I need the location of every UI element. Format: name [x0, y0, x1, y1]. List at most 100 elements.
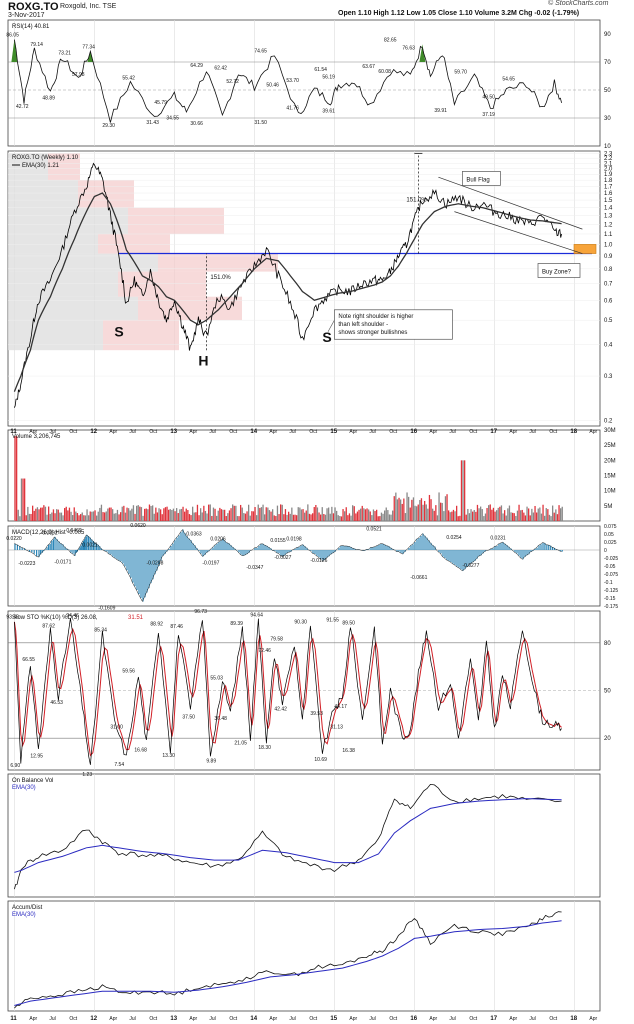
macd-hist-bar: [498, 543, 500, 550]
volume-bar: [339, 516, 341, 521]
rsi-value-label: 29.30: [102, 123, 115, 129]
bottom-axis-year-label: 16: [410, 1016, 417, 1022]
volume-bar: [494, 511, 496, 521]
volume-bar: [476, 504, 479, 521]
sto-value-label: 1.23: [82, 772, 92, 778]
volume-bar: [238, 516, 240, 521]
macd-value-label: 0.0206: [210, 536, 226, 542]
volume-bar: [64, 508, 66, 521]
volume-by-price-bar: [103, 320, 179, 351]
volume-bar: [380, 512, 383, 521]
volume-bar: [465, 514, 467, 521]
volume-bar: [212, 507, 215, 521]
volume-bar: [206, 513, 208, 521]
macd-hist-bar: [58, 541, 60, 550]
price-axis-month-label: Jul: [369, 429, 375, 435]
price-tick-label: 1.3: [604, 214, 613, 220]
volume-bar: [382, 513, 384, 521]
bottom-axis-year-label: 13: [170, 1016, 177, 1022]
volume-bar: [411, 499, 413, 521]
volume-bar: [478, 508, 480, 521]
price-tick-label: 0.5: [604, 318, 613, 324]
volume-bar: [62, 515, 64, 521]
volume-bar: [440, 502, 442, 521]
volume-bar: [419, 499, 421, 521]
price-axis-year-label: 12: [90, 429, 97, 435]
macd-hist-bar: [80, 545, 82, 550]
macd-hist-bar: [492, 548, 494, 550]
macd-hist-bar: [194, 545, 196, 550]
macd-hist-bar: [110, 550, 112, 555]
volume-bar: [289, 513, 291, 521]
volume-bar: [70, 511, 72, 521]
volume-tick-label: 20M: [604, 458, 616, 464]
volume-bar: [398, 497, 400, 521]
bull-flag-box: [462, 171, 501, 186]
macd-hist-bar: [540, 544, 542, 550]
volume-bar: [548, 514, 551, 521]
volume-bar: [412, 497, 415, 521]
macd-hist-bar: [214, 545, 216, 550]
sto-value-label: 44.17: [334, 704, 347, 710]
rsi-value-label: 39.91: [434, 108, 447, 114]
volume-bar: [195, 512, 197, 521]
ad-ema-line: [14, 920, 562, 1006]
sto-value-label: 16.68: [134, 747, 147, 753]
price-axis-month-label: Oct: [149, 429, 157, 435]
macd-hist-bar: [164, 550, 166, 555]
volume-bar: [97, 511, 99, 521]
right-shoulder-label: S: [322, 329, 331, 345]
price-tick-label: 1.1: [604, 232, 613, 238]
macd-title: MACD(12,26,9) Hist -0.005: [12, 530, 85, 536]
sto-tick-label: 50: [604, 689, 611, 695]
bottom-axis-month-label: Apr: [589, 1016, 597, 1022]
macd-hist-bar: [144, 550, 146, 598]
volume-bar: [376, 509, 378, 521]
volume-bar: [329, 513, 331, 521]
macd-hist-bar: [74, 550, 76, 556]
macd-hist-bar: [128, 550, 130, 574]
macd-hist-bar: [116, 550, 118, 560]
volume-bar: [561, 506, 563, 521]
volume-bar: [113, 513, 115, 521]
volume-bar: [393, 496, 395, 521]
macd-hist-bar: [478, 550, 480, 557]
macd-hist-bar: [490, 548, 492, 550]
volume-bar: [459, 515, 461, 521]
volume-bar: [532, 512, 535, 521]
volume-bar: [150, 505, 152, 521]
price-tick-label: 2.1: [604, 161, 613, 167]
sto-value-label: 13.30: [162, 753, 175, 759]
rsi-value-label: 77.34: [82, 45, 95, 51]
bottom-axis-month-label: Apr: [269, 1016, 277, 1022]
volume-bar: [35, 508, 37, 521]
volume-bar: [499, 506, 501, 521]
macd-hist-bar: [286, 550, 288, 554]
volume-bar: [534, 505, 536, 521]
macd-hist-bar: [60, 543, 62, 550]
price-tick-label: 1.8: [604, 178, 613, 184]
volume-bar: [360, 508, 362, 521]
macd-hist-bar: [302, 544, 304, 550]
macd-hist-bar: [218, 542, 220, 550]
volume-bar: [105, 511, 107, 521]
volume-bar: [216, 515, 218, 521]
macd-hist-bar: [78, 549, 80, 550]
macd-hist-bar: [396, 550, 398, 552]
macd-hist-bar: [534, 548, 536, 550]
macd-hist-bar: [548, 544, 550, 550]
volume-bar: [80, 514, 82, 521]
volume-bar: [358, 509, 360, 521]
rsi-value-label: 55.42: [122, 75, 135, 81]
macd-hist-bar: [312, 550, 314, 554]
volume-bar: [417, 504, 419, 521]
volume-bar: [425, 504, 427, 521]
macd-hist-bar: [460, 550, 462, 570]
macd-tick-label: 0.075: [604, 524, 617, 530]
volume-bar: [275, 516, 277, 521]
volume-bar: [145, 508, 147, 521]
volume-bar: [147, 509, 149, 521]
macd-hist-bar: [342, 545, 344, 550]
volume-bar: [467, 508, 469, 521]
volume-bar: [187, 510, 189, 521]
